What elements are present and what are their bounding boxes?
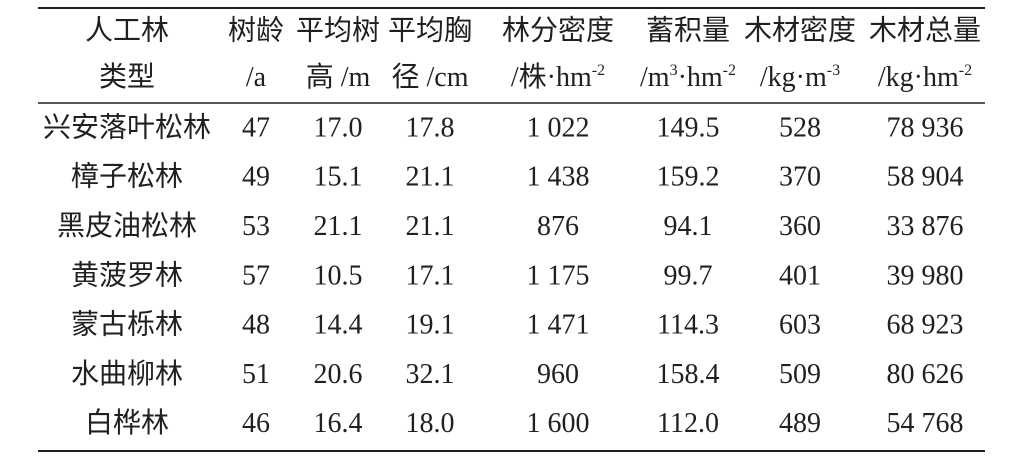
table-cell: 509 <box>779 359 821 390</box>
table-cell: 149.5 <box>657 112 720 143</box>
table-cell: 33 876 <box>887 211 964 242</box>
table-cell: 94.1 <box>664 211 713 242</box>
header-text: /kg·m <box>760 62 827 93</box>
table-cell: 159.2 <box>657 162 720 193</box>
table-cell: 1 175 <box>527 260 590 291</box>
table-cell: 49 <box>242 162 270 193</box>
table-cell: 20.6 <box>314 359 363 390</box>
header-superscript: 3 <box>670 62 678 79</box>
table-cell: 78 936 <box>887 112 964 143</box>
table-cell: 15.1 <box>314 162 363 193</box>
table-cell: 54 768 <box>887 408 964 439</box>
table-cell: 18.0 <box>406 408 455 439</box>
row-label: 樟子松林 <box>71 161 183 193</box>
table-cell: 1 022 <box>527 112 590 143</box>
table-cell: 17.0 <box>314 112 363 143</box>
header-cell: /kg·hm-2 <box>878 62 972 94</box>
table-cell: 960 <box>537 359 579 390</box>
header-cell: 人工林 <box>85 14 169 46</box>
header-text: /m <box>640 62 670 93</box>
header-text: ·hm <box>678 62 723 93</box>
table-cell: 46 <box>242 408 270 439</box>
header-text: 类型 <box>99 61 155 93</box>
header-superscript: -2 <box>592 62 605 79</box>
table-cell: 401 <box>779 260 821 291</box>
header-cell: 蓄积量 <box>646 14 730 46</box>
table-cell: 1 471 <box>527 310 590 341</box>
header-text: 径 /cm <box>392 61 469 93</box>
header-superscript: -3 <box>827 62 840 79</box>
header-cell: 平均树 <box>296 14 380 46</box>
table-cell: 360 <box>779 211 821 242</box>
header-text: /a <box>246 62 267 93</box>
table-cell: 48 <box>242 310 270 341</box>
header-cell: 林分密度 <box>502 14 614 46</box>
table-cell: 19.1 <box>406 310 455 341</box>
table-cell: 528 <box>779 112 821 143</box>
header-cell: 平均胸 <box>388 14 472 46</box>
table-cell: 1 600 <box>527 408 590 439</box>
table-cell: 489 <box>779 408 821 439</box>
table-cell: 21.1 <box>406 211 455 242</box>
table-cell: 68 923 <box>887 310 964 341</box>
row-label: 兴安落叶松林 <box>43 111 211 143</box>
table-cell: 370 <box>779 162 821 193</box>
row-label: 白桦林 <box>85 407 169 439</box>
header-cell: 木材总量 <box>869 14 981 46</box>
table-cell: 80 626 <box>887 359 964 390</box>
header-cell: /kg·m-3 <box>760 62 840 94</box>
table-cell: 57 <box>242 260 270 291</box>
header-text: /株·hm <box>511 61 592 93</box>
table-cell: 47 <box>242 112 270 143</box>
table-cell: 1 438 <box>527 162 590 193</box>
table-cell: 112.0 <box>657 408 719 439</box>
header-superscript: -2 <box>723 62 736 79</box>
table-cell: 39 980 <box>887 260 964 291</box>
table-cell: 14.4 <box>314 310 363 341</box>
table-cell: 21.1 <box>314 211 363 242</box>
table-cell: 32.1 <box>406 359 455 390</box>
row-label: 蒙古栎林 <box>71 309 183 341</box>
table-cell: 21.1 <box>406 162 455 193</box>
table-cell: 158.4 <box>657 359 720 390</box>
header-cell: 类型 <box>99 61 155 93</box>
row-label: 黑皮油松林 <box>57 210 197 242</box>
table-cell: 17.1 <box>406 260 455 291</box>
table-cell: 876 <box>537 211 579 242</box>
row-label: 水曲柳林 <box>71 358 183 390</box>
header-superscript: -2 <box>959 62 972 79</box>
header-text: /kg·hm <box>878 62 959 93</box>
header-text: 高 /m <box>306 61 371 93</box>
table-cell: 99.7 <box>664 260 713 291</box>
header-cell: /m3·hm-2 <box>640 62 736 94</box>
header-cell: 木材密度 <box>744 14 856 46</box>
row-label: 黄菠罗林 <box>71 259 183 291</box>
table-cell: 51 <box>242 359 270 390</box>
table-cell: 16.4 <box>314 408 363 439</box>
table-cell: 114.3 <box>657 310 719 341</box>
header-cell: 树龄 <box>228 14 284 46</box>
header-cell: 高 /m <box>306 61 371 93</box>
header-cell: /a <box>246 62 267 93</box>
table-cell: 58 904 <box>887 162 964 193</box>
header-cell: /株·hm-2 <box>511 61 605 93</box>
table-cell: 603 <box>779 310 821 341</box>
header-cell: 径 /cm <box>392 61 469 93</box>
table-cell: 53 <box>242 211 270 242</box>
table-cell: 10.5 <box>314 260 363 291</box>
table-cell: 17.8 <box>406 112 455 143</box>
